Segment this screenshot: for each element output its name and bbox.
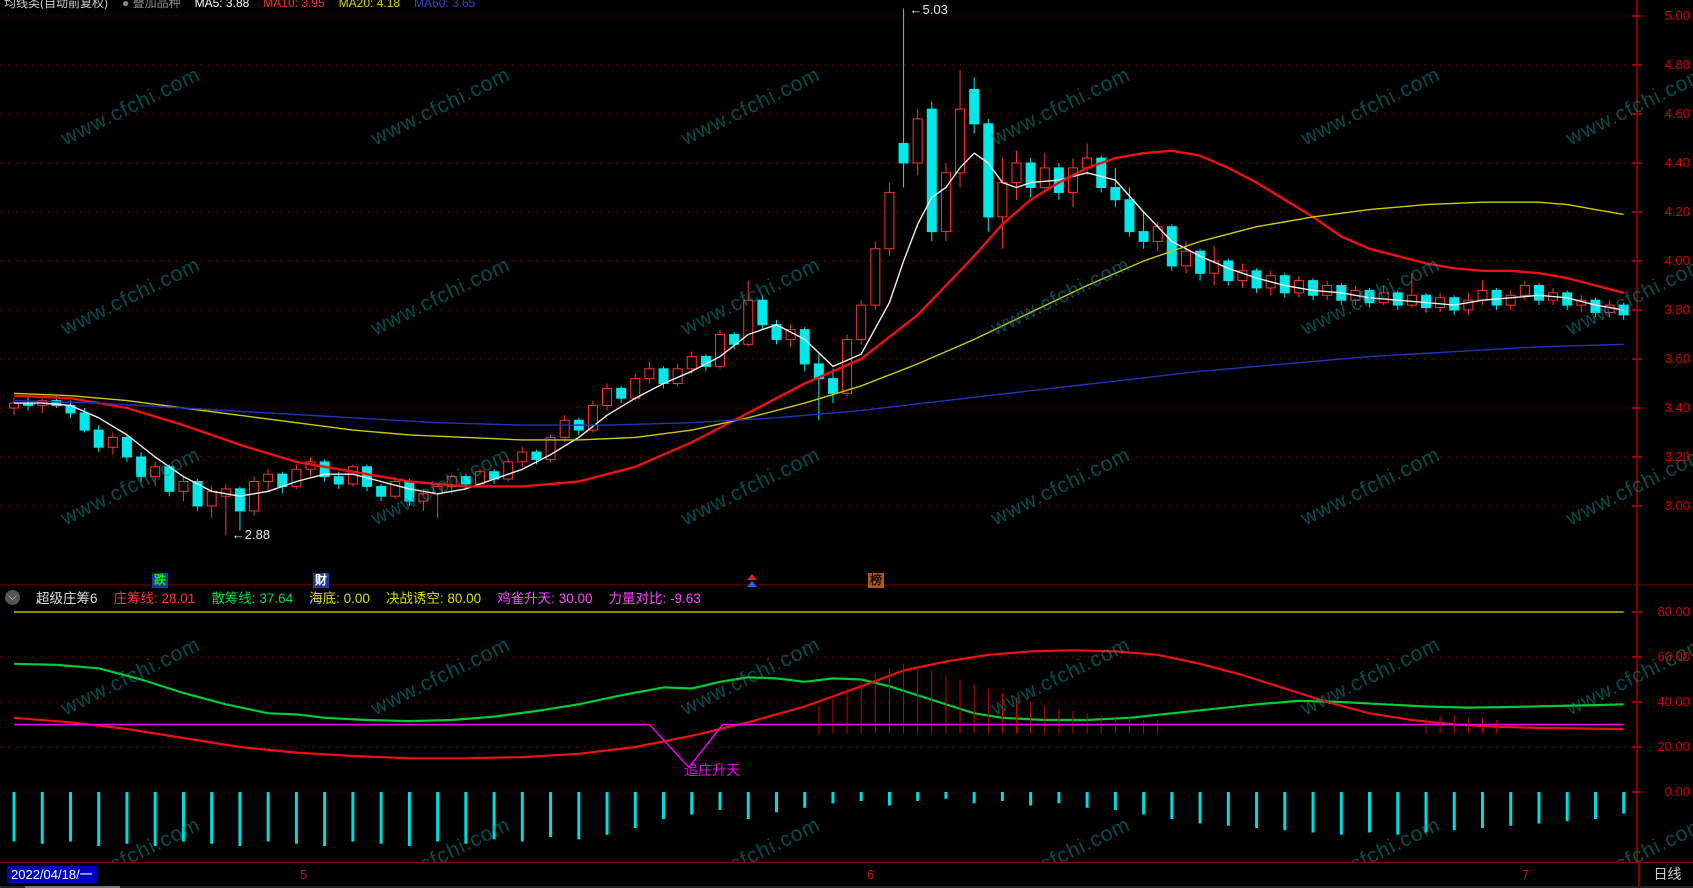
axis-tick-label: 3.20 bbox=[1664, 449, 1690, 464]
header-item: MA60: 3.65 bbox=[414, 0, 476, 9]
indicator-title: 超级庄筹6 bbox=[36, 591, 98, 606]
axis-tick-label: 20.00 bbox=[1657, 739, 1690, 754]
event-marker[interactable]: 榜 bbox=[868, 573, 885, 588]
axis-tick-label: 4.00 bbox=[1664, 253, 1690, 268]
header-item: 均线类(自动前复权) bbox=[4, 0, 108, 9]
axis-tick-label: 4.80 bbox=[1664, 57, 1690, 72]
event-marker[interactable]: 跌 bbox=[152, 573, 169, 588]
axis-tick-label: 0.00 bbox=[1664, 784, 1690, 799]
legend-item-力量对比: 力量对比: -9.63 bbox=[608, 591, 701, 606]
month-marker: 5 bbox=[300, 867, 308, 882]
header-item: MA10: 3.95 bbox=[263, 0, 325, 9]
indicator-annotation: 追庄升天 bbox=[684, 762, 741, 778]
horizontal-scrollbar[interactable] bbox=[0, 886, 1693, 888]
axis-tick-label: 4.20 bbox=[1664, 204, 1690, 219]
up-arrow-flag-icon bbox=[747, 574, 758, 587]
header-item: MA5: 3.88 bbox=[194, 0, 250, 9]
indicator-line-鸡雀升天 bbox=[14, 723, 1624, 769]
indicator-line-庄筹线 bbox=[13, 649, 1624, 760]
scrollbar-thumb[interactable] bbox=[25, 886, 120, 888]
ma-line-MA60 bbox=[13, 343, 1624, 426]
ma-line-MA5 bbox=[14, 152, 1624, 497]
legend-item-散筹线: 散筹线: 37.64 bbox=[211, 591, 294, 606]
axis-tick-label: 3.80 bbox=[1664, 302, 1690, 317]
axis-tick-label: 60.00 bbox=[1657, 649, 1690, 664]
axis-tick-label: 3.00 bbox=[1664, 498, 1690, 513]
period-label[interactable]: 日线 bbox=[1638, 863, 1693, 886]
legend-item-庄筹线: 庄筹线: 28.01 bbox=[113, 591, 196, 606]
axis-tick-label: 3.60 bbox=[1664, 351, 1690, 366]
header-item: MA20: 4.18 bbox=[338, 0, 401, 9]
axis-tick-label: 40.00 bbox=[1657, 694, 1690, 709]
date-label[interactable]: 2022/04/18/一 bbox=[7, 866, 97, 883]
collapse-indicator-icon[interactable]: ⌵ bbox=[5, 589, 20, 605]
time-axis-bar: 2022/04/18/一 日线 5 6 7 bbox=[0, 862, 1693, 886]
indicator-red-spikes bbox=[818, 663, 1498, 734]
main-chart-header: 均线类(自动前复权) ● 叠加品种 MA5: 3.88 MA10: 3.95 MA20:… bbox=[4, 0, 489, 9]
force-histogram bbox=[12, 792, 1626, 846]
header-item: ● 叠加品种 bbox=[122, 0, 181, 9]
price-annotation: ←5.03 bbox=[909, 2, 948, 17]
axis-tick-label: 3.40 bbox=[1664, 400, 1690, 415]
axis-tick-label: 4.40 bbox=[1664, 155, 1690, 170]
axis-tick-label: 5.00 bbox=[1664, 8, 1690, 23]
price-gridlines bbox=[0, 15, 1637, 507]
ma-line-MA20 bbox=[13, 201, 1624, 441]
indicator-legend: ⌵ 超级庄筹6 庄筹线: 28.01 散筹线: 37.64 海底: 0.00 决战诱空… bbox=[5, 588, 701, 606]
candlestick-series bbox=[9, 8, 1629, 536]
axis-tick-label: 80.00 bbox=[1657, 604, 1690, 619]
indicator-gridlines bbox=[0, 656, 1637, 793]
axis-tick-label: 4.60 bbox=[1664, 106, 1690, 121]
legend-item-决战诱空: 决战诱空: 80.00 bbox=[385, 591, 482, 606]
price-annotation: ←2.88 bbox=[231, 527, 271, 543]
month-marker: 6 bbox=[867, 867, 875, 882]
legend-item-海底: 海底: 0.00 bbox=[309, 591, 370, 606]
event-marker[interactable]: 财 bbox=[313, 573, 330, 588]
month-marker: 7 bbox=[1522, 867, 1530, 882]
legend-item-鸡雀升天: 鸡雀升天: 30.00 bbox=[497, 591, 593, 606]
ma-line-MA10 bbox=[13, 149, 1624, 488]
indicator-line-散筹线 bbox=[13, 662, 1624, 723]
